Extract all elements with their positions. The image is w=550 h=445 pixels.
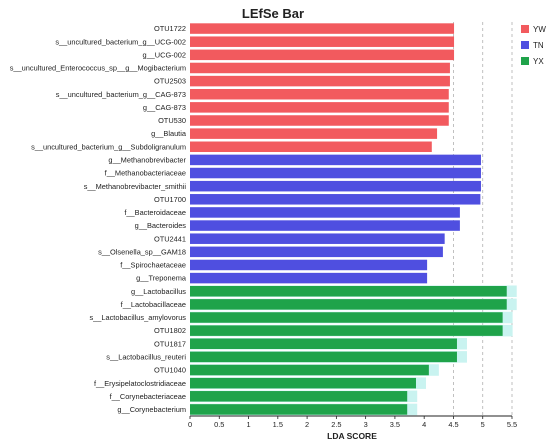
y-axis-label: f__Bacteroidaceae [124,208,186,217]
bar-yx [190,377,416,389]
y-axis-label: OTU2441 [154,234,186,243]
y-axis-label: g__Blautia [151,129,187,138]
bar-tn [190,272,428,284]
bar-yw [190,23,455,34]
y-axis-label: OTU1700 [154,195,186,204]
y-axis-label: f__Corynebacteriaceae [110,392,186,401]
y-axis-label: s__Methanobrevibacter_smithii [84,182,187,191]
x-tick-label: 4 [422,420,426,429]
y-axis-label: OTU1802 [154,326,186,335]
x-tick-label: 2 [305,420,309,429]
y-axis-label: g__Corynebacterium [117,405,186,414]
legend-swatch-yw [521,25,529,33]
bar-yw [190,75,450,87]
bar-yx [190,391,408,402]
bar-yx [190,325,503,336]
y-axis-label: s__Lactobacillus_reuteri [106,353,186,362]
y-axis-label: g__Treponema [136,274,187,283]
legend-swatch-tn [521,41,529,49]
x-tick-label: 1 [246,420,250,429]
y-axis-label: g__CAG-873 [143,103,186,112]
y-axis-label: s__uncultured_bacterium_g__CAG-873 [56,90,186,99]
bar-tn [190,207,460,218]
y-axis-label: f__Methanobacteriaceae [105,169,186,178]
bar-yx [190,351,457,363]
bar-yw [190,115,449,126]
bar-layer [190,23,517,416]
y-axis-labels: OTU1722 s__uncultured_bacterium_g__UCG-00… [10,24,187,414]
legend-label-yw: YW [533,25,546,34]
y-axis-label: g__Bacteroides [135,221,187,230]
y-axis-label: OTU1040 [154,366,186,375]
y-axis-label: g__UCG-002 [142,50,186,59]
bar-yw [190,141,432,153]
x-tick-label: 3 [364,420,368,429]
bar-tn [190,167,481,179]
x-tick-label: 0.5 [214,420,224,429]
y-axis-label: s__uncultured_Enterococcus_sp__g__Mogiba… [10,64,186,73]
y-axis-label: s__uncultured_bacterium_g__UCG-002 [55,37,186,46]
y-axis-label: OTU2503 [154,77,186,86]
x-tick-label: 5 [481,420,485,429]
y-axis-label: s__uncultured_bacterium_g__Subdoligranul… [31,142,186,151]
bar-tn [190,154,481,166]
y-axis-label: g__Lactobacillus [131,287,186,296]
legend-swatch-yx [521,57,529,65]
y-axis-label: OTU530 [158,116,186,125]
bar-tn [190,194,481,205]
x-tick-label: 0 [188,420,192,429]
y-axis-label: OTU1722 [154,24,186,33]
y-axis-label: s__Olsenella_sp__GAM18 [98,247,186,256]
x-tick-label: 4.5 [448,420,458,429]
bar-yw [190,128,438,139]
bar-yw [190,102,449,113]
x-tick-label: 3.5 [390,420,400,429]
y-axis-label: s__Lactobacillus_amylovorus [89,313,186,322]
bar-yw [190,62,450,74]
y-axis-label: f__Lactobacillaceae [121,300,186,309]
bar-yw [190,36,455,47]
bar-tn [190,180,481,192]
y-axis-label: f__Erysipelatoclostridiaceae [94,379,186,388]
chart-title: LEfSe Bar [242,6,304,21]
y-axis-label: f__Spirochaetaceae [120,261,186,270]
bar-yx [190,404,408,415]
bar-yx [190,364,429,376]
bar-yx [190,285,507,297]
x-axis-title: LDA SCORE [327,431,377,441]
bar-yw [190,88,449,100]
bar-tn [190,246,443,258]
bar-tn [190,220,460,231]
x-tick-label: 2.5 [331,420,341,429]
y-axis-label: g__Methanobrevibacter [108,156,186,165]
bar-tn [190,259,428,271]
bar-yx [190,312,503,323]
legend-label-yx: YX [533,57,544,66]
y-axis-label: OTU1817 [154,339,186,348]
bar-yw [190,49,455,61]
x-axis: 0 0.5 1 1.5 2 2.5 3 3.5 4 4.5 5 5.5 [188,415,517,429]
bar-tn [190,233,445,244]
x-tick-label: 5.5 [507,420,517,429]
bar-yx [190,299,507,310]
legend: YW TN YX [521,25,546,66]
legend-label-tn: TN [533,41,544,50]
x-tick-label: 1.5 [273,420,283,429]
bar-yx [190,338,457,350]
